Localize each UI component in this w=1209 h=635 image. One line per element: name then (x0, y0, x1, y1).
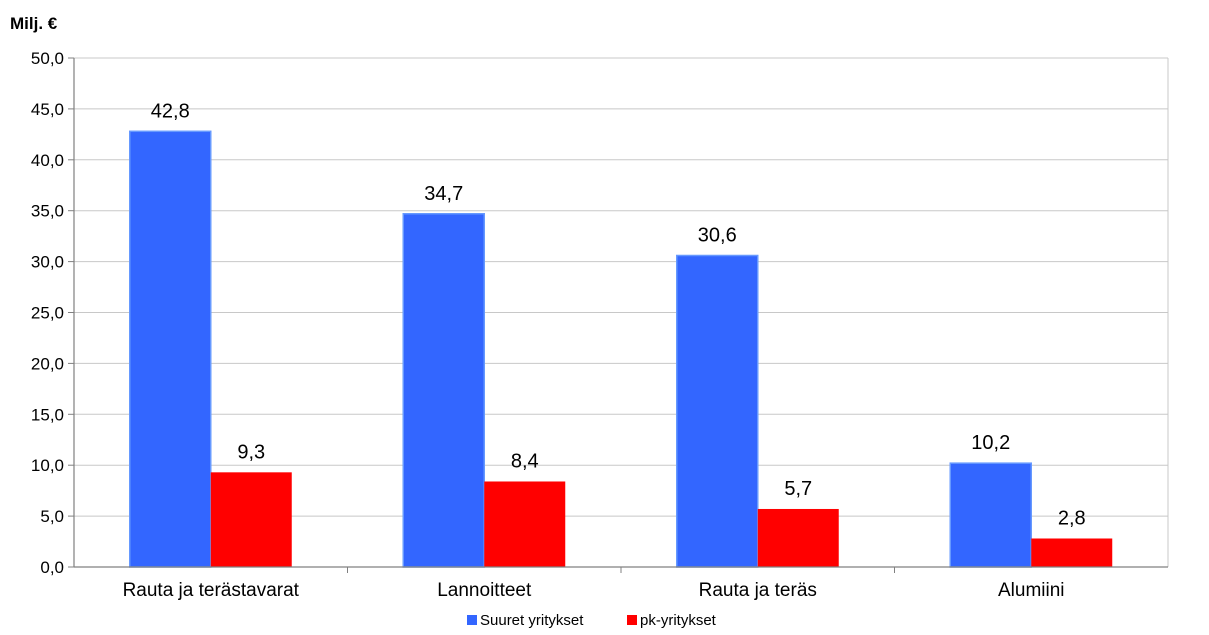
data-label: 42,8 (151, 100, 190, 122)
y-tick-label: 35,0 (31, 202, 64, 221)
x-tick-label: Rauta ja terästavarat (123, 580, 300, 601)
bar (484, 481, 566, 567)
legend-swatch (627, 615, 637, 625)
legend: Suuret yritykset pk-yritykset (467, 612, 717, 629)
y-tick-label: 45,0 (31, 100, 64, 119)
data-label: 5,7 (784, 478, 812, 500)
bar (1031, 538, 1113, 567)
y-tick-label: 10,0 (31, 456, 64, 475)
data-label: 10,2 (971, 432, 1010, 454)
axes: 0,0 5,0 10,0 15,0 20,0 25,0 30,0 35,0 40,0 45,0 50… (31, 49, 1168, 601)
y-tick-label: 40,0 (31, 151, 64, 170)
y-tick-label: 20,0 (31, 354, 64, 373)
bars (129, 130, 1113, 568)
y-tick-label: 0,0 (40, 558, 64, 577)
y-tick-label: 15,0 (31, 405, 64, 424)
bar (210, 472, 292, 567)
x-tick-label: Alumiini (998, 580, 1065, 601)
data-label: 9,3 (237, 441, 265, 463)
y-tick-label: 50,0 (31, 49, 64, 68)
y-tick-label: 30,0 (31, 253, 64, 272)
legend-label: pk-yritykset (640, 612, 717, 629)
y-tick-label: 5,0 (40, 507, 64, 526)
legend-swatch (467, 615, 477, 625)
data-label: 2,8 (1058, 507, 1086, 529)
y-tick-label: 25,0 (31, 304, 64, 323)
bar (949, 462, 1032, 568)
x-tick-label: Lannoitteet (437, 580, 532, 601)
x-tick-label: Rauta ja teräs (699, 580, 817, 601)
y-axis-title: Milj. € (10, 14, 58, 33)
bar (676, 254, 759, 568)
data-labels: 42,8 9,3 34,7 8,4 30,6 5,7 10,2 2,8 (151, 100, 1086, 529)
bar (402, 213, 485, 568)
data-label: 34,7 (424, 183, 463, 205)
data-label: 30,6 (698, 224, 737, 246)
bar (757, 508, 839, 567)
legend-label: Suuret yritykset (480, 612, 584, 629)
gridlines (74, 57, 1169, 567)
bar (129, 130, 212, 568)
data-label: 8,4 (511, 450, 539, 472)
